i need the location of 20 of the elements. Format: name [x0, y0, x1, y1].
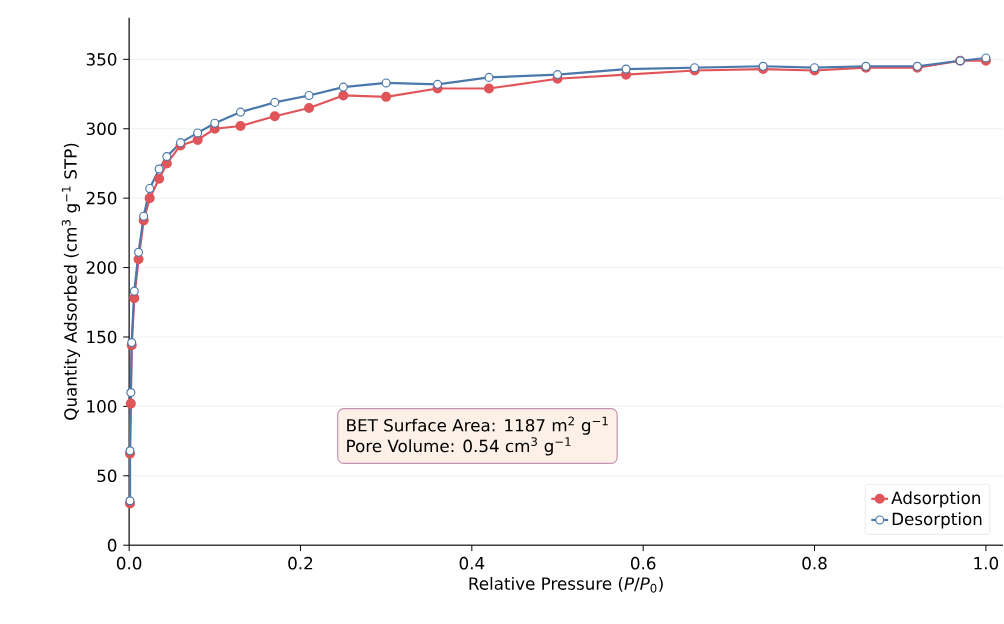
legend-label: Adsorption — [891, 491, 981, 508]
y-tick-label: 50 — [97, 469, 117, 483]
y-tick-label: 0 — [107, 538, 117, 552]
y-tick-label: 350 — [86, 53, 117, 66]
x-tick-label: 1.0 — [974, 556, 999, 570]
x-tick-label: 0.8 — [802, 556, 827, 570]
x-tick-label: 0.4 — [459, 556, 485, 570]
y-axis-title: Quantity Adsorbed (cm$^{3}$ g$^{−1}$ STP) — [61, 143, 81, 420]
y-tick-label: 100 — [87, 400, 117, 413]
y-tick-label: 250 — [86, 191, 117, 205]
y-tick-label: 300 — [86, 122, 117, 136]
annotation: BET Surface Area: 1187 m$^{2}$ g$^{−1}$ — [347, 416, 608, 435]
y-tick-label: 200 — [86, 261, 117, 274]
legend-label: Desorption — [892, 512, 982, 529]
annotation: Pore Volume: 0.54 cm$^{3}$ g$^{−1}$ — [347, 437, 571, 456]
x-tick-label: 0.6 — [630, 556, 656, 570]
x-axis-title: Relative Pressure (P/P$_{0}$) — [469, 576, 663, 593]
x-tick-label: 0.0 — [116, 556, 142, 570]
y-tick-label: 150 — [87, 330, 117, 344]
x-tick-label: 0.2 — [288, 556, 313, 570]
